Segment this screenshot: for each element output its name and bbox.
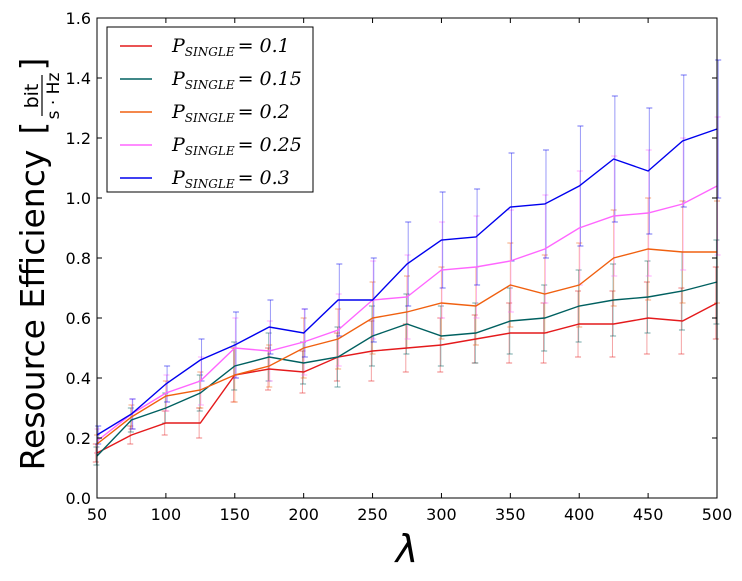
x-tick-label: 200 <box>288 505 319 524</box>
legend-label: PSINGLE = 0.25 <box>171 134 302 158</box>
y-axis-ticks: 0.0 0.2 0.4 0.6 0.8 1.0 1.2 1.4 1.6 <box>66 9 717 508</box>
x-axis-ticks: 50 100 150 200 250 300 350 400 450 500 <box>87 18 732 524</box>
legend: PSINGLE = 0.1 PSINGLE = 0.15 PSINGLE = 0.2 PSI… <box>106 26 314 193</box>
x-tick-label: 400 <box>564 505 595 524</box>
legend-label: PSINGLE = 0.15 <box>171 68 302 92</box>
y-tick-label: 0.8 <box>66 249 91 268</box>
y-tick-label: 1.2 <box>66 129 91 148</box>
x-tick-label: 300 <box>426 505 457 524</box>
y-axis-title-group: Resource Efficiency [ bit s · Hz ] <box>13 58 64 471</box>
y-tick-label: 0.2 <box>66 429 91 448</box>
y-tick-label: 0.6 <box>66 309 91 328</box>
y-axis-unit-denominator: s · Hz <box>44 73 64 120</box>
x-tick-label: 250 <box>357 505 388 524</box>
x-tick-label: 150 <box>220 505 251 524</box>
series-line-0 <box>96 302 718 454</box>
y-tick-label: 1.0 <box>66 189 91 208</box>
legend-box <box>106 26 314 193</box>
x-tick-label: 450 <box>633 505 664 524</box>
y-tick-label: 1.6 <box>66 9 91 28</box>
x-tick-label: 100 <box>151 505 182 524</box>
series-line-3 <box>96 185 718 442</box>
legend-label: PSINGLE = 0.1 <box>171 35 290 59</box>
legend-label: PSINGLE = 0.2 <box>171 101 290 125</box>
series-line-4 <box>96 128 718 436</box>
series-line-2 <box>96 248 717 445</box>
x-tick-label: 50 <box>87 505 107 524</box>
x-axis-title: λ <box>394 527 419 571</box>
y-tick-label: 1.4 <box>66 69 91 88</box>
y-axis-bracket-left: [ <box>13 122 52 135</box>
series-line-1 <box>96 281 718 457</box>
y-axis-title: Resource Efficiency <box>13 150 52 471</box>
legend-label: PSINGLE = 0.3 <box>171 167 290 191</box>
y-axis-bracket-right: ] <box>13 58 52 71</box>
y-tick-label: 0.4 <box>66 369 91 388</box>
series-lines <box>96 128 718 457</box>
x-tick-label: 500 <box>702 505 733 524</box>
x-tick-label: 350 <box>495 505 526 524</box>
y-axis-unit-numerator: bit <box>21 84 43 109</box>
y-tick-label: 0.0 <box>66 489 91 508</box>
